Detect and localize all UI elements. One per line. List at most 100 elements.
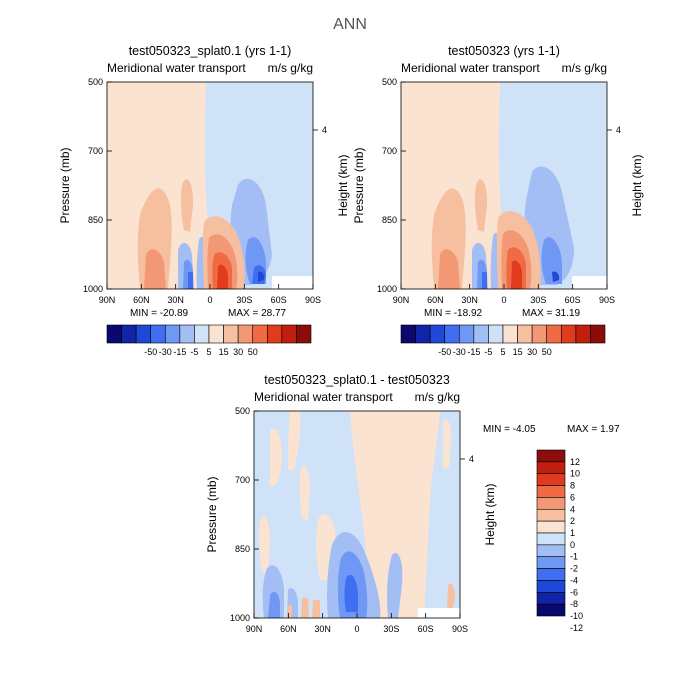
panel-1-colorbar-swatch bbox=[281, 324, 297, 344]
panel-2-colorbar-swatch bbox=[575, 324, 591, 344]
panel-3-colorbar-label: -2 bbox=[570, 564, 578, 574]
panel-1-colorbar-swatch bbox=[266, 324, 283, 344]
panel-3-colorbar-swatch bbox=[536, 520, 566, 534]
panel-2-colorbar-label: 15 bbox=[513, 347, 523, 357]
panel-3-y-axis-title: Pressure (mb) bbox=[205, 476, 219, 552]
panel-1-y-tick-label: 850 bbox=[88, 215, 103, 225]
panel-2-y-tick-label: 850 bbox=[382, 215, 397, 225]
panel-1-colorbar-label: 5 bbox=[206, 347, 211, 357]
panel-3-colorbar-label: 12 bbox=[570, 457, 580, 467]
panel-2-colorbar-swatch bbox=[488, 324, 504, 344]
panel-2-x-tick-label: 60S bbox=[565, 295, 581, 305]
panel-3-x-tick-label: 90S bbox=[452, 624, 468, 634]
panel-3-title: test050323_splat0.1 - test050323 bbox=[264, 373, 450, 387]
panel-2-colorbar-label: 30 bbox=[527, 347, 537, 357]
panel-1-colorbar-swatch bbox=[150, 324, 166, 344]
panel-1-colorbar-swatch bbox=[106, 324, 122, 344]
panel-3-x-tick-label: 0 bbox=[354, 624, 359, 634]
panel-1-colorbar-swatch bbox=[135, 324, 152, 344]
panel-1: test050323_splat0.1 (yrs 1-1) Meridional… bbox=[58, 44, 350, 357]
panel-1-colorbar-swatch bbox=[296, 324, 312, 344]
panel-2-colorbar-label: -15 bbox=[467, 347, 480, 357]
panel-2-max-label: MAX = 31.19 bbox=[522, 308, 581, 319]
panel-2: test050323 (yrs 1-1) Meridional water tr… bbox=[352, 44, 644, 357]
panel-1-x-tick-label: 90S bbox=[305, 295, 321, 305]
panel-3-colorbar-label: 6 bbox=[570, 492, 575, 502]
panel-1-colorbar-swatch bbox=[194, 324, 210, 344]
panel-3-right-tick-label: 4 bbox=[469, 454, 474, 464]
panel-2-min-label: MIN = -18.92 bbox=[424, 308, 483, 319]
panel-2-colorbar-swatch bbox=[473, 324, 489, 344]
panel-1-colorbar-label: -5 bbox=[190, 347, 198, 357]
panel-1-colorbar-swatch bbox=[223, 324, 239, 344]
panel-1-colorbar-swatch bbox=[164, 324, 181, 344]
panel-3-colorbar-label: 8 bbox=[570, 481, 575, 491]
panel-3-right-axis-title: Height (km) bbox=[483, 483, 497, 545]
panel-1-colorbar-label: 50 bbox=[248, 347, 258, 357]
panel-3-colorbar-swatch bbox=[536, 497, 566, 510]
panel-2-colorbar-label: -50 bbox=[438, 347, 451, 357]
panel-2-colorbar-swatch bbox=[531, 324, 548, 344]
panel-3-x-tick-label: 60N bbox=[280, 624, 297, 634]
panel-2-x-tick-label: 0 bbox=[501, 295, 506, 305]
panel-1-subtitle: Meridional water transport bbox=[107, 61, 246, 75]
panel-2-subtitle: Meridional water transport bbox=[401, 61, 540, 75]
panel-3-x-tick-label: 60S bbox=[418, 624, 434, 634]
panel-1-colorbar-label: 30 bbox=[233, 347, 243, 357]
panel-2-y-tick-label: 1000 bbox=[377, 284, 397, 294]
panel-2-colorbar-swatch bbox=[415, 324, 431, 344]
figure-title: ANN bbox=[333, 16, 367, 33]
panel-1-field bbox=[107, 82, 313, 289]
panel-2-colorbar-swatch bbox=[458, 324, 475, 344]
panel-2-y-tick-label: 700 bbox=[382, 146, 397, 156]
panel-3-colorbar-swatch bbox=[536, 603, 566, 617]
panel-1-x-tick-label: 30S bbox=[236, 295, 252, 305]
panel-2-x-tick-label: 60N bbox=[427, 295, 444, 305]
panel-2-colorbar-swatch bbox=[444, 324, 460, 344]
panel-1-colorbar-swatch bbox=[252, 324, 268, 344]
panel-2-x-tick-label: 90S bbox=[599, 295, 615, 305]
panel-1-colorbar-label: -50 bbox=[144, 347, 157, 357]
panel-2-field bbox=[401, 82, 607, 289]
panel-3-subtitle: Meridional water transport bbox=[254, 390, 393, 404]
panel-2-title: test050323 (yrs 1-1) bbox=[448, 44, 560, 58]
panel-1-units: m/s g/kg bbox=[268, 61, 313, 75]
panel-2-colorbar-swatch bbox=[560, 324, 577, 344]
panel-2-y-axis-title: Pressure (mb) bbox=[352, 147, 366, 223]
panel-2-colorbar-swatch bbox=[517, 324, 533, 344]
panel-3-colorbar-label: 10 bbox=[570, 469, 580, 479]
panel-1-y-tick-label: 1000 bbox=[83, 284, 103, 294]
panel-3-colorbar-swatch bbox=[536, 591, 566, 605]
panel-2-colorbar-label: 50 bbox=[542, 347, 552, 357]
panel-3-colorbar-label: -1 bbox=[570, 552, 578, 562]
panel-1-right-axis-title: Height (km) bbox=[336, 154, 350, 216]
panel-3-colorbar-swatch bbox=[536, 473, 566, 486]
panel-3-colorbar-label: -8 bbox=[570, 599, 578, 609]
panel-3-colorbar-label: -12 bbox=[570, 623, 583, 633]
panel-2-x-tick-label: 90N bbox=[393, 295, 410, 305]
panel-1-x-tick-label: 30N bbox=[167, 295, 184, 305]
panel-3-colorbar-label: -10 bbox=[570, 611, 583, 621]
panel-3-colorbar-label: 0 bbox=[570, 540, 575, 550]
panel-1-colorbar-label: -15 bbox=[173, 347, 186, 357]
panel-3-x-tick-label: 30N bbox=[314, 624, 331, 634]
panel-3-colorbar-label: 1 bbox=[570, 528, 575, 538]
panel-1-x-tick-label: 0 bbox=[207, 295, 212, 305]
panel-2-y-tick-label: 500 bbox=[382, 77, 397, 87]
panel-1-y-tick-label: 500 bbox=[88, 77, 103, 87]
panel-3-min-label: MIN = -4.05 bbox=[483, 424, 536, 435]
panel-1-max-label: MAX = 28.77 bbox=[228, 308, 287, 319]
panel-1-title: test050323_splat0.1 (yrs 1-1) bbox=[129, 44, 292, 58]
panel-2-x-tick-label: 30N bbox=[461, 295, 478, 305]
panel-3-colorbar-swatch bbox=[536, 544, 566, 558]
panel-1-colorbar-swatch bbox=[208, 324, 224, 344]
panel-1-colorbar-label: 15 bbox=[219, 347, 229, 357]
panel-3-colorbar-swatch bbox=[536, 449, 566, 463]
panel-3-x-tick-label: 30S bbox=[383, 624, 399, 634]
panel-3-y-tick-label: 500 bbox=[235, 406, 250, 416]
panel-3-colorbar-label: -6 bbox=[570, 587, 578, 597]
panel-3-units: m/s g/kg bbox=[415, 390, 460, 404]
panel-1-min-label: MIN = -20.89 bbox=[130, 308, 189, 319]
panel-3-field bbox=[254, 411, 460, 618]
panel-3-colorbar-label: -4 bbox=[570, 575, 578, 585]
